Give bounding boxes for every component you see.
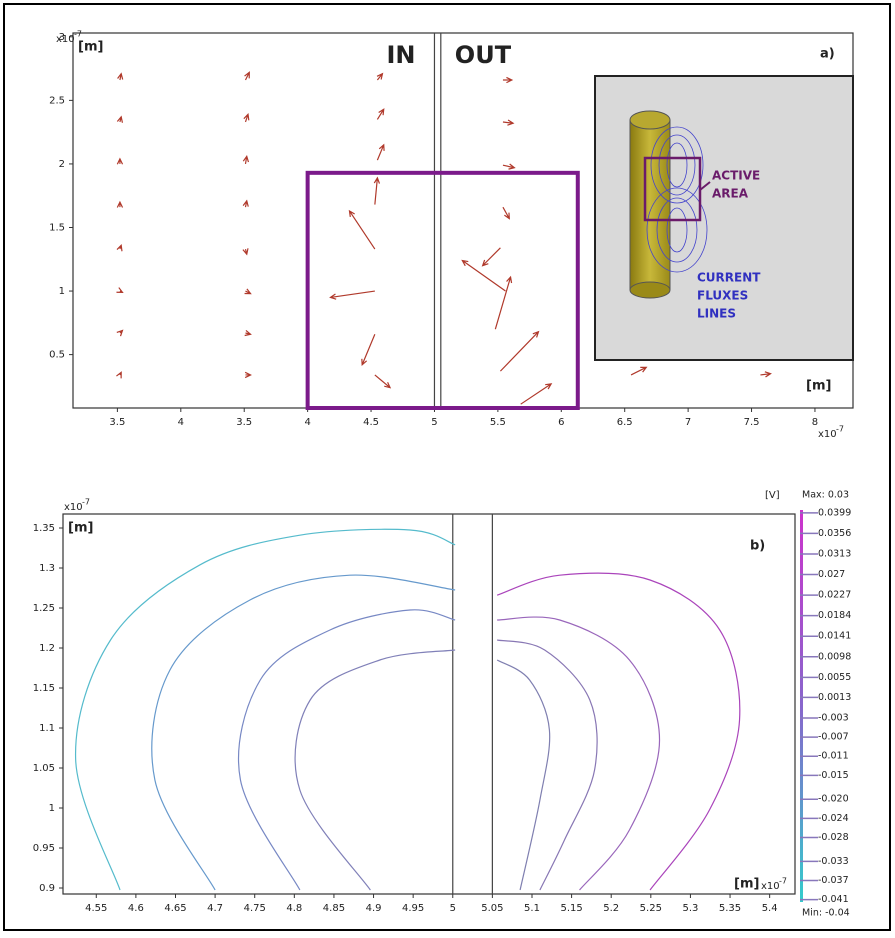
- colorbar-tick-label: -0.011: [818, 751, 849, 762]
- x-multiplier: x10: [761, 881, 780, 892]
- x-tick-label: 4.75: [244, 903, 266, 914]
- y-tick-label: 1.5: [49, 222, 65, 233]
- colorbar-tick-label: -0.024: [818, 813, 849, 824]
- y-multiplier: x10: [64, 502, 83, 513]
- y-tick-label: 1.3: [39, 563, 55, 574]
- x-tick-label: 7: [685, 417, 691, 428]
- x-tick-label: 3.5: [109, 417, 125, 428]
- y-multiplier-exponent: -7: [82, 498, 90, 507]
- x-tick-label: 4.7: [207, 903, 223, 914]
- y-tick-label: 1: [49, 803, 55, 814]
- y-multiplier-exponent: -7: [74, 30, 82, 39]
- colorbar-tick-label: -0.003: [818, 712, 849, 723]
- colorbar-tick-label: 0.0055: [818, 672, 851, 683]
- x-multiplier-exponent: -7: [836, 425, 844, 434]
- y-tick-label: 1.35: [33, 523, 55, 534]
- cylinder-top: [630, 111, 670, 129]
- x-tick-label: 5.3: [682, 903, 698, 914]
- x-axis-label: [m]: [734, 877, 759, 892]
- colorbar-tick-label: -0.037: [818, 875, 849, 886]
- x-tick-label: 3.5: [236, 417, 252, 428]
- x-tick-label: 6.5: [617, 417, 633, 428]
- x-tick-label: 4: [178, 417, 184, 428]
- y-tick-label: 0.9: [39, 883, 55, 894]
- x-tick-label: 8: [812, 417, 818, 428]
- x-tick-label: 5: [431, 417, 437, 428]
- y-multiplier: x10: [56, 34, 75, 45]
- x-tick-label: 5.2: [603, 903, 619, 914]
- x-tick-label: 4.9: [366, 903, 382, 914]
- y-axis-label: [m]: [68, 521, 93, 536]
- x-tick-label: 6: [558, 417, 564, 428]
- colorbar-tick-label: 0.0313: [818, 548, 851, 559]
- colorbar-tick-label: -0.028: [818, 832, 849, 843]
- x-tick-label: 4.55: [85, 903, 107, 914]
- colorbar-unit: [V]: [765, 490, 780, 501]
- x-tick-label: 7.5: [744, 417, 760, 428]
- x-tick-label: 4.95: [402, 903, 424, 914]
- colorbar-tick-label: -0.041: [818, 894, 849, 905]
- y-tick-label: 0.5: [49, 350, 65, 361]
- panel-label: a): [820, 47, 835, 62]
- colorbar-tick-label: 0.027: [818, 569, 845, 580]
- figure: 3.543.544.555.566.577.580.511.522.53[m][…: [0, 0, 895, 934]
- x-tick-label: 5.4: [762, 903, 778, 914]
- x-tick-label: 4.8: [286, 903, 302, 914]
- y-tick-label: 2.5: [49, 95, 65, 106]
- region-label: IN: [386, 41, 415, 69]
- y-tick-label: 1.2: [39, 643, 55, 654]
- x-tick-label: 5.15: [560, 903, 582, 914]
- x-tick-label: 4: [304, 417, 310, 428]
- colorbar-max: Max: 0.03: [802, 490, 849, 501]
- colorbar-tick-label: 0.0356: [818, 528, 851, 539]
- x-multiplier: x10: [818, 429, 837, 440]
- x-tick-label: 5.05: [481, 903, 503, 914]
- x-tick-label: 4.5: [363, 417, 379, 428]
- x-multiplier-exponent: -7: [779, 877, 787, 886]
- y-tick-label: 1.1: [39, 723, 55, 734]
- x-tick-label: 5.1: [524, 903, 540, 914]
- colorbar-tick-label: 0.0399: [818, 507, 851, 518]
- x-tick-label: 4.65: [164, 903, 186, 914]
- colorbar-tick-label: 0.0141: [818, 631, 851, 642]
- panel-label: b): [750, 539, 765, 554]
- colorbar-tick-label: -0.033: [818, 856, 849, 867]
- y-tick-label: 1.05: [33, 763, 55, 774]
- region-label: OUT: [455, 41, 512, 69]
- colorbar-tick-label: -0.007: [818, 732, 849, 743]
- colorbar-tick-label: 0.0184: [818, 610, 851, 621]
- inset-label: LINES: [697, 307, 736, 321]
- colorbar-min: Min: -0.04: [802, 908, 850, 919]
- colorbar-tick-label: 0.0227: [818, 590, 851, 601]
- inset: ACTIVE AREA CURRENT FLUXES LINES: [595, 76, 853, 360]
- inset-label: AREA: [712, 187, 749, 201]
- colorbar-tick-label: 0.0013: [818, 692, 851, 703]
- x-tick-label: 5.5: [490, 417, 506, 428]
- x-tick-label: 5.25: [640, 903, 662, 914]
- x-tick-label: 5: [450, 903, 456, 914]
- inset-label: CURRENT: [697, 271, 761, 285]
- colorbar-tick-label: -0.015: [818, 770, 849, 781]
- y-tick-label: 1: [59, 286, 65, 297]
- y-tick-label: 1.15: [33, 683, 55, 694]
- x-tick-label: 4.85: [323, 903, 345, 914]
- y-tick-label: 0.95: [33, 843, 55, 854]
- cylinder-base: [630, 282, 670, 298]
- y-axis-label: [m]: [78, 40, 103, 55]
- inset-label: FLUXES: [697, 289, 748, 303]
- colorbar-tick-label: -0.020: [818, 794, 849, 805]
- y-tick-label: 1.25: [33, 603, 55, 614]
- colorbar-tick-label: 0.0098: [818, 651, 851, 662]
- x-axis-label: [m]: [806, 379, 831, 394]
- x-tick-label: 5.35: [719, 903, 741, 914]
- y-tick-label: 2: [59, 159, 65, 170]
- x-tick-label: 4.6: [128, 903, 144, 914]
- inset-label: ACTIVE: [712, 169, 760, 183]
- plot-area: [63, 514, 795, 894]
- colorbar: [800, 510, 803, 902]
